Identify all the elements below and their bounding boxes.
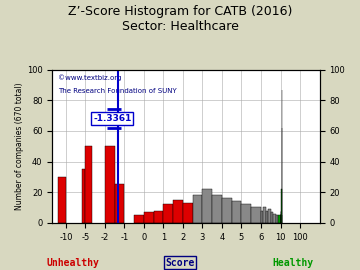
Bar	[242, 204, 251, 223]
Text: Z’-Score Histogram for CATB (2016)
Sector: Healthcare: Z’-Score Histogram for CATB (2016) Secto…	[68, 5, 292, 33]
Bar	[202, 189, 212, 223]
Bar	[193, 195, 202, 223]
Bar	[278, 215, 280, 223]
Text: -1.3361: -1.3361	[93, 114, 132, 123]
Text: Score: Score	[165, 258, 195, 268]
Bar	[58, 177, 66, 223]
Bar	[232, 201, 242, 223]
Bar	[271, 212, 273, 223]
Bar	[173, 200, 183, 223]
Bar	[273, 214, 276, 223]
Bar	[268, 209, 271, 223]
Bar	[261, 211, 264, 223]
Bar	[154, 211, 163, 223]
Text: Unhealthy: Unhealthy	[47, 258, 100, 268]
Bar	[222, 198, 232, 223]
Bar	[144, 212, 154, 223]
Bar	[163, 204, 173, 223]
Bar	[81, 169, 85, 223]
Bar	[105, 146, 115, 223]
Bar	[264, 207, 266, 223]
Text: ©www.textbiz.org: ©www.textbiz.org	[58, 74, 121, 81]
Bar	[183, 203, 193, 223]
Bar	[85, 146, 92, 223]
Text: The Research Foundation of SUNY: The Research Foundation of SUNY	[58, 88, 176, 94]
Bar	[212, 195, 222, 223]
Text: Healthy: Healthy	[272, 258, 313, 268]
Bar	[266, 211, 268, 223]
Bar	[115, 184, 125, 223]
Y-axis label: Number of companies (670 total): Number of companies (670 total)	[15, 82, 24, 210]
Bar	[134, 215, 144, 223]
Bar	[251, 207, 261, 223]
Bar	[276, 215, 278, 223]
